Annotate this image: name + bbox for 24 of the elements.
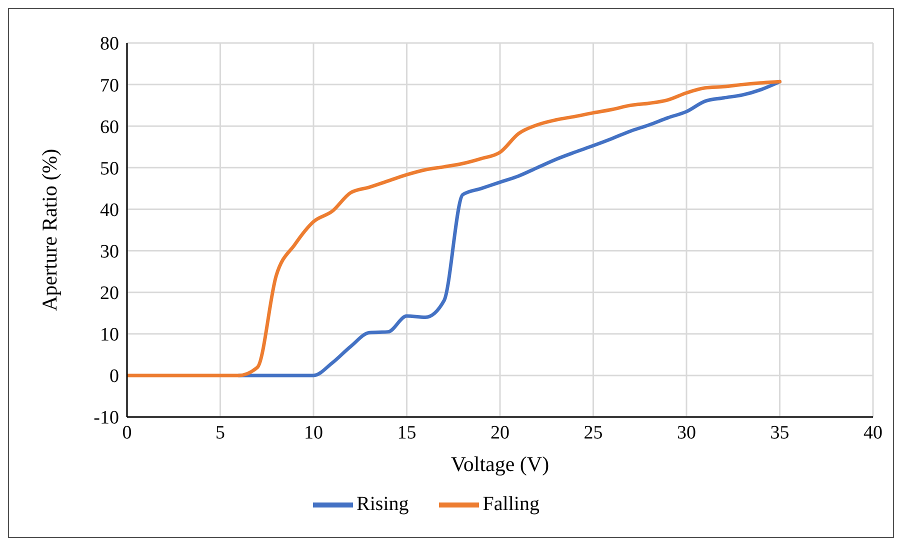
legend-label: Falling	[482, 492, 540, 515]
y-axis-title: Aperture Ratio (%)	[37, 148, 62, 312]
x-tick-label: 0	[122, 422, 132, 444]
x-tick-label: 40	[864, 422, 882, 444]
x-tick-label: 35	[770, 422, 790, 444]
y-tick-label: 10	[100, 324, 119, 346]
y-tick-label: 0	[110, 366, 119, 388]
x-tick-label: 15	[397, 422, 416, 444]
y-tick-label: 70	[100, 75, 119, 96]
line-series	[127, 80, 782, 378]
x-tick-label: 25	[584, 422, 603, 444]
x-tick-label: 5	[216, 422, 225, 444]
x-tick-label: 20	[490, 422, 510, 444]
y-tick-label: 50	[100, 158, 119, 180]
y-tick-label: -10	[94, 408, 119, 429]
legend-label: Rising	[356, 492, 409, 515]
x-axis-title: Voltage (V)	[450, 452, 550, 476]
y-tick-label: 60	[100, 116, 119, 138]
y-tick-label: 80	[100, 34, 119, 55]
y-tick-label: 30	[100, 242, 119, 263]
y-tick-label: 40	[100, 200, 119, 221]
x-tick-label: 10	[304, 422, 323, 444]
x-tick-label: 30	[677, 422, 696, 444]
y-tick-label: 20	[100, 283, 119, 304]
